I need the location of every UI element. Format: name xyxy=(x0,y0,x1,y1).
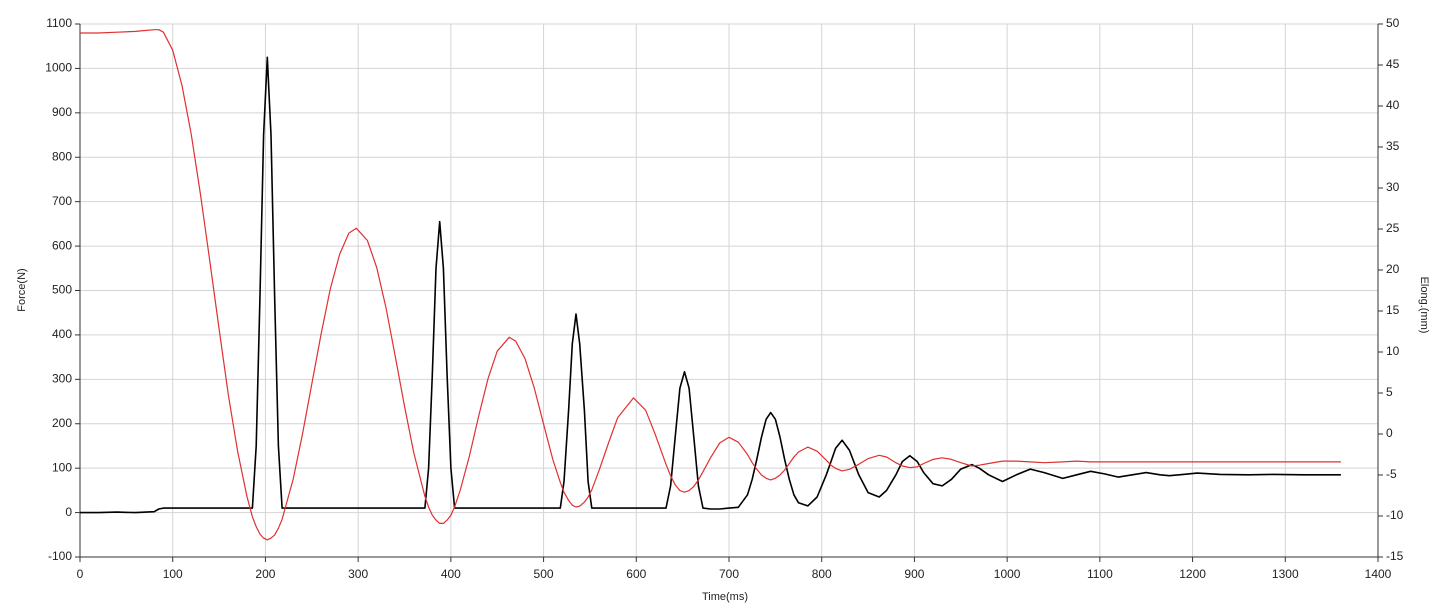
x-tick-label: 800 xyxy=(812,567,832,581)
x-axis-title: Time(ms) xyxy=(702,591,748,603)
y2-tick-label: -10 xyxy=(1386,508,1404,522)
y-tick-label: 1000 xyxy=(45,61,72,75)
y2-tick-label: 10 xyxy=(1386,344,1400,358)
y-tick-label: 800 xyxy=(52,149,72,163)
x-tick-label: 1100 xyxy=(1087,567,1113,581)
y2-tick-label: 20 xyxy=(1386,262,1400,276)
y-tick-label: 600 xyxy=(52,238,72,252)
data-line xyxy=(80,56,1341,514)
x-tick-label: 900 xyxy=(904,567,924,581)
y-tick-label: 1100 xyxy=(46,16,72,30)
x-tick-label: 1300 xyxy=(1272,567,1299,581)
x-tick-label: 1400 xyxy=(1365,567,1392,581)
x-tick-label: 1200 xyxy=(1179,567,1206,581)
y2-tick-label: 5 xyxy=(1386,385,1393,399)
data-line xyxy=(80,29,1341,541)
y-tick-label: 400 xyxy=(52,327,72,341)
y-tick-label: 100 xyxy=(52,460,72,474)
y2-tick-label: 30 xyxy=(1386,180,1400,194)
x-tick-label: 500 xyxy=(534,567,554,581)
x-tick-label: 400 xyxy=(441,567,461,581)
y2-tick-label: 25 xyxy=(1386,221,1400,235)
y-tick-label: 700 xyxy=(52,194,72,208)
y-tick-label: 500 xyxy=(52,283,72,297)
y-tick-label: 900 xyxy=(52,105,72,119)
y-tick-label: 200 xyxy=(52,416,72,430)
y2-tick-label: 50 xyxy=(1386,16,1400,30)
x-tick-label: 1000 xyxy=(994,567,1021,581)
x-tick-label: 300 xyxy=(348,567,368,581)
y2-tick-label: 35 xyxy=(1386,139,1400,153)
y-tick-label: 0 xyxy=(65,505,72,519)
y2-tick-label: 15 xyxy=(1386,303,1400,317)
x-tick-label: 600 xyxy=(626,567,646,581)
y2-tick-label: -15 xyxy=(1386,549,1404,563)
y-tick-label: -100 xyxy=(48,549,72,563)
x-tick-label: 0 xyxy=(77,567,84,581)
y2-tick-label: 0 xyxy=(1386,426,1393,440)
y-axis-title: Force(N) xyxy=(16,268,28,311)
y2-axis-title: Elong.(mm) xyxy=(1418,277,1430,334)
y2-tick-label: 45 xyxy=(1386,57,1400,71)
y-tick-label: 300 xyxy=(52,372,72,386)
y2-tick-label: -5 xyxy=(1386,467,1397,481)
x-tick-label: 700 xyxy=(719,567,739,581)
x-tick-label: 200 xyxy=(255,567,275,581)
y2-tick-label: 40 xyxy=(1386,98,1400,112)
x-tick-label: 100 xyxy=(163,567,183,581)
